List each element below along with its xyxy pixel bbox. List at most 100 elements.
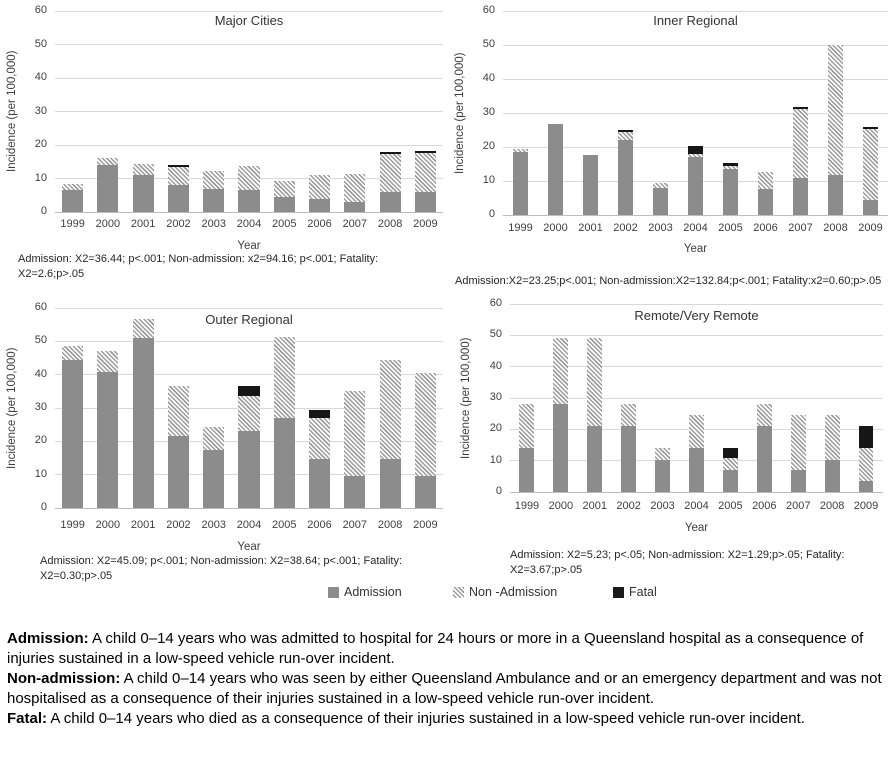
definition-term: Admission:	[7, 630, 89, 647]
bar-segment-fatal	[858, 426, 874, 449]
plot-area: 0 10 20 30 40 50 60 1999 2000 2001 2002 2003 2004 200…	[35, 4, 443, 230]
x-tick-label: 2005	[718, 500, 743, 512]
y-tick-label: 20	[482, 140, 495, 152]
y-tick-label: 50	[34, 334, 47, 347]
bar-segment-non-admission	[344, 390, 366, 477]
x-tick-label: 2009	[413, 218, 438, 230]
y-tick-label: 0	[488, 208, 495, 220]
x-tick-label: 2009	[858, 222, 883, 234]
bar-segment-admission	[858, 481, 874, 492]
y-tick-label: 60	[34, 301, 47, 313]
x-tick-label: 2001	[582, 500, 607, 512]
bar-segment-non-admission	[722, 166, 739, 170]
legend-item-non-admission: Non -Admission	[453, 585, 557, 599]
definition-text: A child 0–14 years who was seen by eithe…	[7, 670, 882, 707]
chart-outer-regional: Incidence (per 100,000) Outer Regional 0…	[0, 290, 448, 612]
gridline	[510, 334, 883, 336]
bar-segment-non-admission	[655, 448, 671, 460]
y-tick-label: 50	[34, 37, 47, 50]
y-tick-label: 20	[34, 138, 47, 150]
x-axis-label: Year	[684, 522, 709, 534]
bar-segment-non-admission	[756, 403, 772, 427]
bar-segment-admission	[308, 458, 331, 508]
x-tick-label: 2006	[307, 519, 332, 531]
gridline	[55, 144, 443, 146]
bar-segment-non-admission	[827, 45, 844, 175]
bar-segment-fatal	[687, 146, 704, 155]
bar-segment-non-admission	[132, 319, 154, 338]
y-tick-label: 40	[34, 367, 47, 380]
bar-segment-admission	[757, 188, 774, 215]
x-tick-label: 2000	[95, 519, 121, 531]
gridline	[55, 307, 443, 309]
bar-segment-non-admission	[652, 183, 669, 189]
x-tick-label: 2000	[95, 218, 121, 230]
bar-segment-admission	[132, 338, 154, 508]
x-tick-label: 2008	[377, 519, 403, 531]
chart-title: Remote/Very Remote	[634, 308, 759, 323]
gridline	[55, 340, 443, 342]
x-tick-label: 2007	[342, 519, 368, 531]
bar-segment-fatal	[238, 386, 260, 397]
bar-segment-non-admission	[862, 129, 879, 201]
x-tick-label: 2002	[613, 222, 638, 234]
bar-segment-non-admission	[97, 350, 119, 373]
y-tick-label: 10	[489, 453, 502, 466]
bar-segment-fatal	[792, 106, 809, 109]
bar-segment-admission	[621, 426, 637, 492]
gridline	[503, 44, 888, 46]
bar-segment-admission	[790, 470, 806, 492]
bar-segment-fatal	[308, 409, 331, 418]
x-tick-label: 2003	[650, 500, 675, 512]
x-tick-label: 2004	[683, 222, 708, 234]
x-axis-label: Year	[237, 240, 261, 252]
x-tick-label: 2001	[130, 519, 156, 531]
x-tick-label: 2006	[307, 218, 332, 230]
y-tick-label: 40	[489, 359, 502, 372]
bar-segment-admission	[203, 188, 225, 212]
bar-segment-non-admission	[792, 108, 809, 178]
stats-note: Admission:X2=23.25;p<.001; Non-admission…	[455, 275, 882, 287]
bar-segment-admission	[379, 458, 401, 508]
bar-segment-non-admission	[587, 337, 603, 427]
bar-segment-admission	[414, 476, 436, 508]
bar-segment-fatal	[617, 130, 634, 133]
y-tick-label: 30	[34, 401, 47, 413]
bar-segment-non-admission	[553, 337, 569, 405]
y-tick-label: 30	[34, 104, 47, 117]
x-tick-label: 2008	[819, 500, 845, 512]
bar-segment-admission	[512, 152, 529, 215]
stats-note: Admission: X2=5.23; p<.05; Non-admission…	[510, 549, 845, 576]
bar-segment-admission	[203, 449, 225, 508]
bar-segment-non-admission	[414, 373, 436, 477]
bar-segment-non-admission	[273, 337, 295, 418]
bar-segment-non-admission	[824, 415, 840, 460]
x-tick-label: 2007	[342, 218, 368, 230]
y-tick-label: 10	[34, 467, 47, 480]
y-tick-label: 20	[489, 422, 502, 435]
x-axis-line	[55, 212, 443, 213]
bar-segment-non-admission	[62, 183, 84, 191]
bar-segment-admission	[547, 123, 564, 215]
gridline	[510, 303, 883, 305]
gridline	[503, 10, 888, 12]
x-tick-label: 2002	[166, 519, 191, 531]
x-tick-label: 2004	[236, 218, 262, 230]
x-tick-label: 2006	[752, 500, 777, 512]
x-axis-line	[503, 215, 888, 216]
gridline	[503, 78, 888, 80]
bar-segment-non-admission	[273, 181, 295, 197]
bar-segment-admission	[379, 191, 401, 212]
x-tick-label: 2005	[718, 222, 743, 234]
bar-segment-fatal	[722, 448, 738, 459]
bar-segment-non-admission	[238, 166, 260, 190]
chart-remote-very-remote: Incidence (per 100,000) Remote/Very Remo…	[448, 290, 896, 612]
bar-segment-non-admission	[203, 171, 225, 189]
bar-segment-non-admission	[203, 426, 225, 450]
x-tick-label: 2009	[413, 519, 438, 531]
bar-segment-non-admission	[238, 396, 260, 432]
y-tick-label: 60	[489, 297, 502, 309]
y-tick-label: 20	[34, 434, 47, 447]
x-tick-label: 2001	[130, 218, 156, 230]
legend-item-fatal: Fatal	[613, 585, 657, 599]
